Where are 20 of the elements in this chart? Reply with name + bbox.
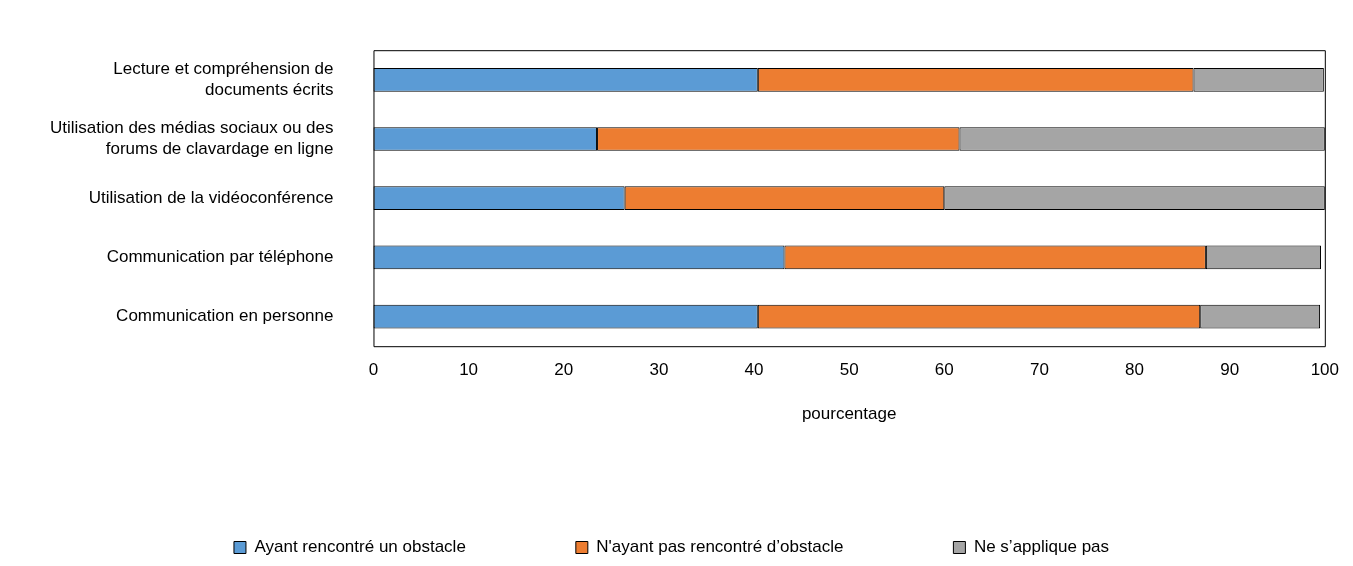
x-axis-title: pourcentage bbox=[801, 404, 897, 424]
x-tick-label: 20 bbox=[554, 360, 574, 380]
x-tick-label: 80 bbox=[1125, 360, 1145, 380]
x-tick-label: 50 bbox=[839, 360, 859, 380]
x-tick-label: 90 bbox=[1220, 360, 1240, 380]
y-tick-label: Utilisation des médias sociaux ou des forums de clavardage en ligne bbox=[50, 118, 334, 158]
x-tick-label: 70 bbox=[1029, 360, 1049, 380]
x-tick-label: 60 bbox=[934, 360, 954, 380]
x-tick-label: 0 bbox=[368, 360, 379, 380]
x-tick-label: 40 bbox=[744, 360, 764, 380]
legend-label: Ne s’applique pas bbox=[973, 537, 1110, 557]
legend-label: N'ayant pas rencontré d’obstacle bbox=[596, 537, 844, 557]
y-tick-label: Communication par téléphone bbox=[106, 247, 334, 267]
y-tick-label: Utilisation de la vidéoconférence bbox=[88, 187, 334, 207]
x-tick-label: 100 bbox=[1310, 360, 1340, 380]
x-tick-label: 30 bbox=[649, 360, 669, 380]
y-tick-label: Lecture et compréhension de documents écrits bbox=[113, 59, 334, 99]
y-tick-label: Communication en personne bbox=[116, 306, 334, 326]
x-tick-label: 10 bbox=[459, 360, 479, 380]
legend-label: Ayant rencontré un obstacle bbox=[254, 537, 466, 557]
